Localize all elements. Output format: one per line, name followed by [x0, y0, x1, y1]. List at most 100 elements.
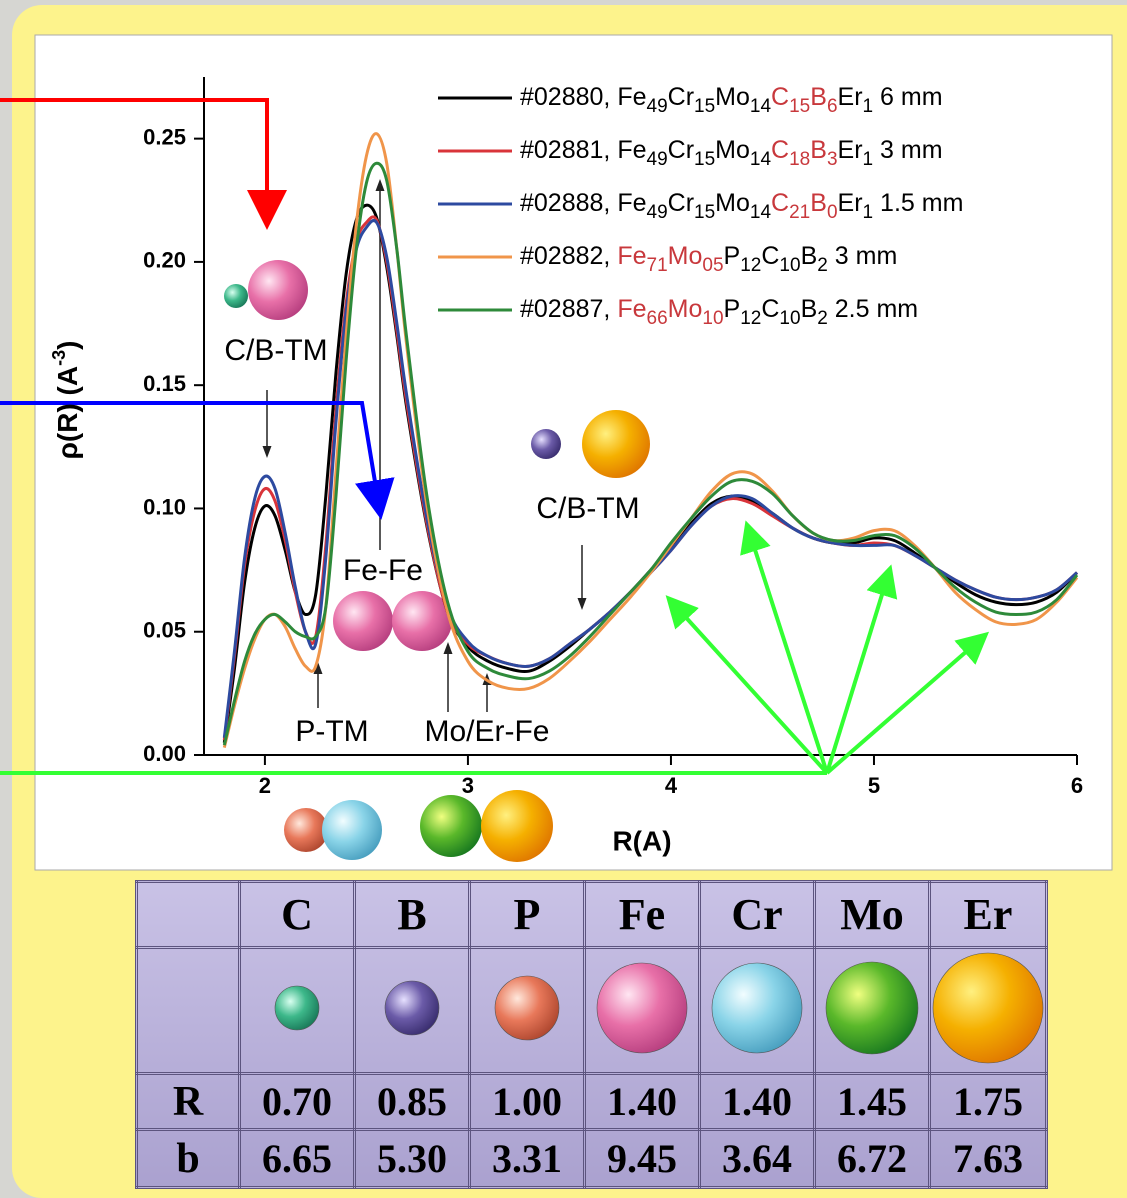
legend-entry-part: Fe — [617, 295, 646, 323]
x-tick-label: 4 — [665, 773, 678, 798]
empty-cell — [137, 948, 240, 1074]
cell: 5.30 — [355, 1130, 470, 1188]
legend-entry-part: Er — [838, 136, 863, 164]
legend-entry-part: 3 mm — [873, 136, 942, 164]
cell: 0.85 — [355, 1074, 470, 1130]
row-label: R — [137, 1074, 240, 1130]
column-header: Cr — [700, 882, 815, 948]
legend-entry-part: 3 — [827, 149, 838, 170]
legend-entry-part: Mo — [668, 242, 703, 270]
legend-entry-part: 12 — [740, 308, 761, 329]
sphere-icon — [471, 949, 583, 1067]
sphere-cell — [700, 948, 815, 1074]
column-header: Mo — [815, 882, 930, 948]
sphere-icon — [356, 949, 468, 1067]
y-tick-label: 0.00 — [143, 741, 186, 766]
legend-entry-part: C — [771, 189, 789, 217]
sphere — [420, 795, 482, 857]
legend-entry-part: 49 — [647, 149, 668, 170]
sphere — [531, 429, 561, 459]
y-axis-label-part: -3 — [49, 350, 69, 366]
y-tick-label: 0.20 — [143, 248, 186, 273]
legend-entry-part: 2.5 mm — [828, 295, 918, 323]
cell: 3.31 — [470, 1130, 585, 1188]
annotation: Mo/Er-Fe — [424, 715, 549, 748]
legend-entry-part: 10 — [779, 308, 800, 329]
cell: 1.40 — [585, 1074, 700, 1130]
header-row: CBPFeCrMoEr — [137, 882, 1047, 948]
y-tick-label: 0.10 — [143, 494, 186, 519]
y-tick-label: 0.05 — [143, 618, 186, 643]
sphere — [275, 986, 319, 1030]
sphere-cell — [815, 948, 930, 1074]
legend-entry-part: B — [801, 295, 818, 323]
annotation: C/B-TM — [224, 334, 327, 367]
data-row: R0.700.851.001.401.401.451.75 — [137, 1074, 1047, 1130]
x-tick-label: 5 — [868, 773, 880, 798]
cell: 9.45 — [585, 1130, 700, 1188]
legend-entry-part: Fe — [617, 242, 646, 270]
legend-entry-part: 14 — [750, 149, 772, 170]
sphere-cell — [930, 948, 1047, 1074]
cell: 1.00 — [470, 1074, 585, 1130]
chart: 0.00 0.05 0.10 0.15 0.20 0.25 2 3 4 5 6 R(A) ρ(R) … — [0, 0, 1127, 875]
legend-entry-part: 1 — [863, 149, 874, 170]
cell: 0.70 — [240, 1074, 355, 1130]
legend-entry-part: 10 — [702, 308, 723, 329]
legend-entry-part: #02880, Fe — [520, 83, 647, 111]
legend-entry-part: #02888, Fe — [520, 189, 647, 217]
sphere-icon — [586, 949, 698, 1067]
legend-entry-part: 15 — [694, 96, 715, 117]
column-header: B — [355, 882, 470, 948]
sphere-icon — [932, 949, 1044, 1067]
legend-entry-part: Mo — [715, 83, 750, 111]
legend-entry-part: Er — [838, 189, 863, 217]
sphere — [933, 953, 1043, 1063]
legend-entry-part: 6 — [827, 96, 838, 117]
legend-entry-part: 2 — [817, 255, 828, 276]
x-tick-label: 2 — [259, 773, 271, 798]
sphere — [481, 790, 553, 862]
legend-entry-part: 15 — [789, 96, 810, 117]
y-tick-label: 0.25 — [143, 124, 186, 149]
x-axis-label: R(A) — [612, 825, 671, 856]
sphere-cell — [355, 948, 470, 1074]
sphere-icon — [816, 949, 928, 1067]
x-tick-label: 6 — [1071, 773, 1083, 798]
legend-entry-part: #02881, Fe — [520, 136, 647, 164]
legend-entry-part: 6 mm — [873, 83, 942, 111]
y-tick-label: 0.15 — [143, 371, 186, 396]
legend-entry-part: B — [810, 136, 827, 164]
cell: 1.45 — [815, 1074, 930, 1130]
annotation: Fe-Fe — [343, 554, 423, 587]
legend-entry-part: 0 — [827, 202, 838, 223]
legend-entry-part: P — [724, 295, 741, 323]
column-header: P — [470, 882, 585, 948]
y-axis-label-part: ρ(R) (A — [52, 366, 83, 460]
legend-entry-part: 21 — [789, 202, 810, 223]
sphere — [582, 410, 650, 478]
legend-entry-part: Cr — [668, 136, 694, 164]
sphere-icon — [701, 949, 813, 1067]
sphere — [284, 808, 328, 852]
cell: 6.65 — [240, 1130, 355, 1188]
sphere — [712, 963, 802, 1053]
corner-cell — [137, 882, 240, 948]
sphere — [224, 284, 248, 308]
x-tick-label: 3 — [462, 773, 474, 798]
legend-entry-part: 10 — [779, 255, 800, 276]
cell: 7.63 — [930, 1130, 1047, 1188]
sphere-row — [137, 948, 1047, 1074]
legend-entry-part: 14 — [750, 96, 772, 117]
sphere-cell — [585, 948, 700, 1074]
legend-entry-part: 18 — [789, 149, 810, 170]
sphere-cell — [470, 948, 585, 1074]
legend-entry-part: 1 — [863, 202, 874, 223]
cell: 1.40 — [700, 1074, 815, 1130]
column-header: Er — [930, 882, 1047, 948]
legend-entry-part: Cr — [668, 83, 694, 111]
legend-entry-part: #02887, — [520, 295, 617, 323]
legend-entry-part: Mo — [715, 136, 750, 164]
data-row: b6.655.303.319.453.646.727.63 — [137, 1130, 1047, 1188]
sphere — [322, 800, 382, 860]
